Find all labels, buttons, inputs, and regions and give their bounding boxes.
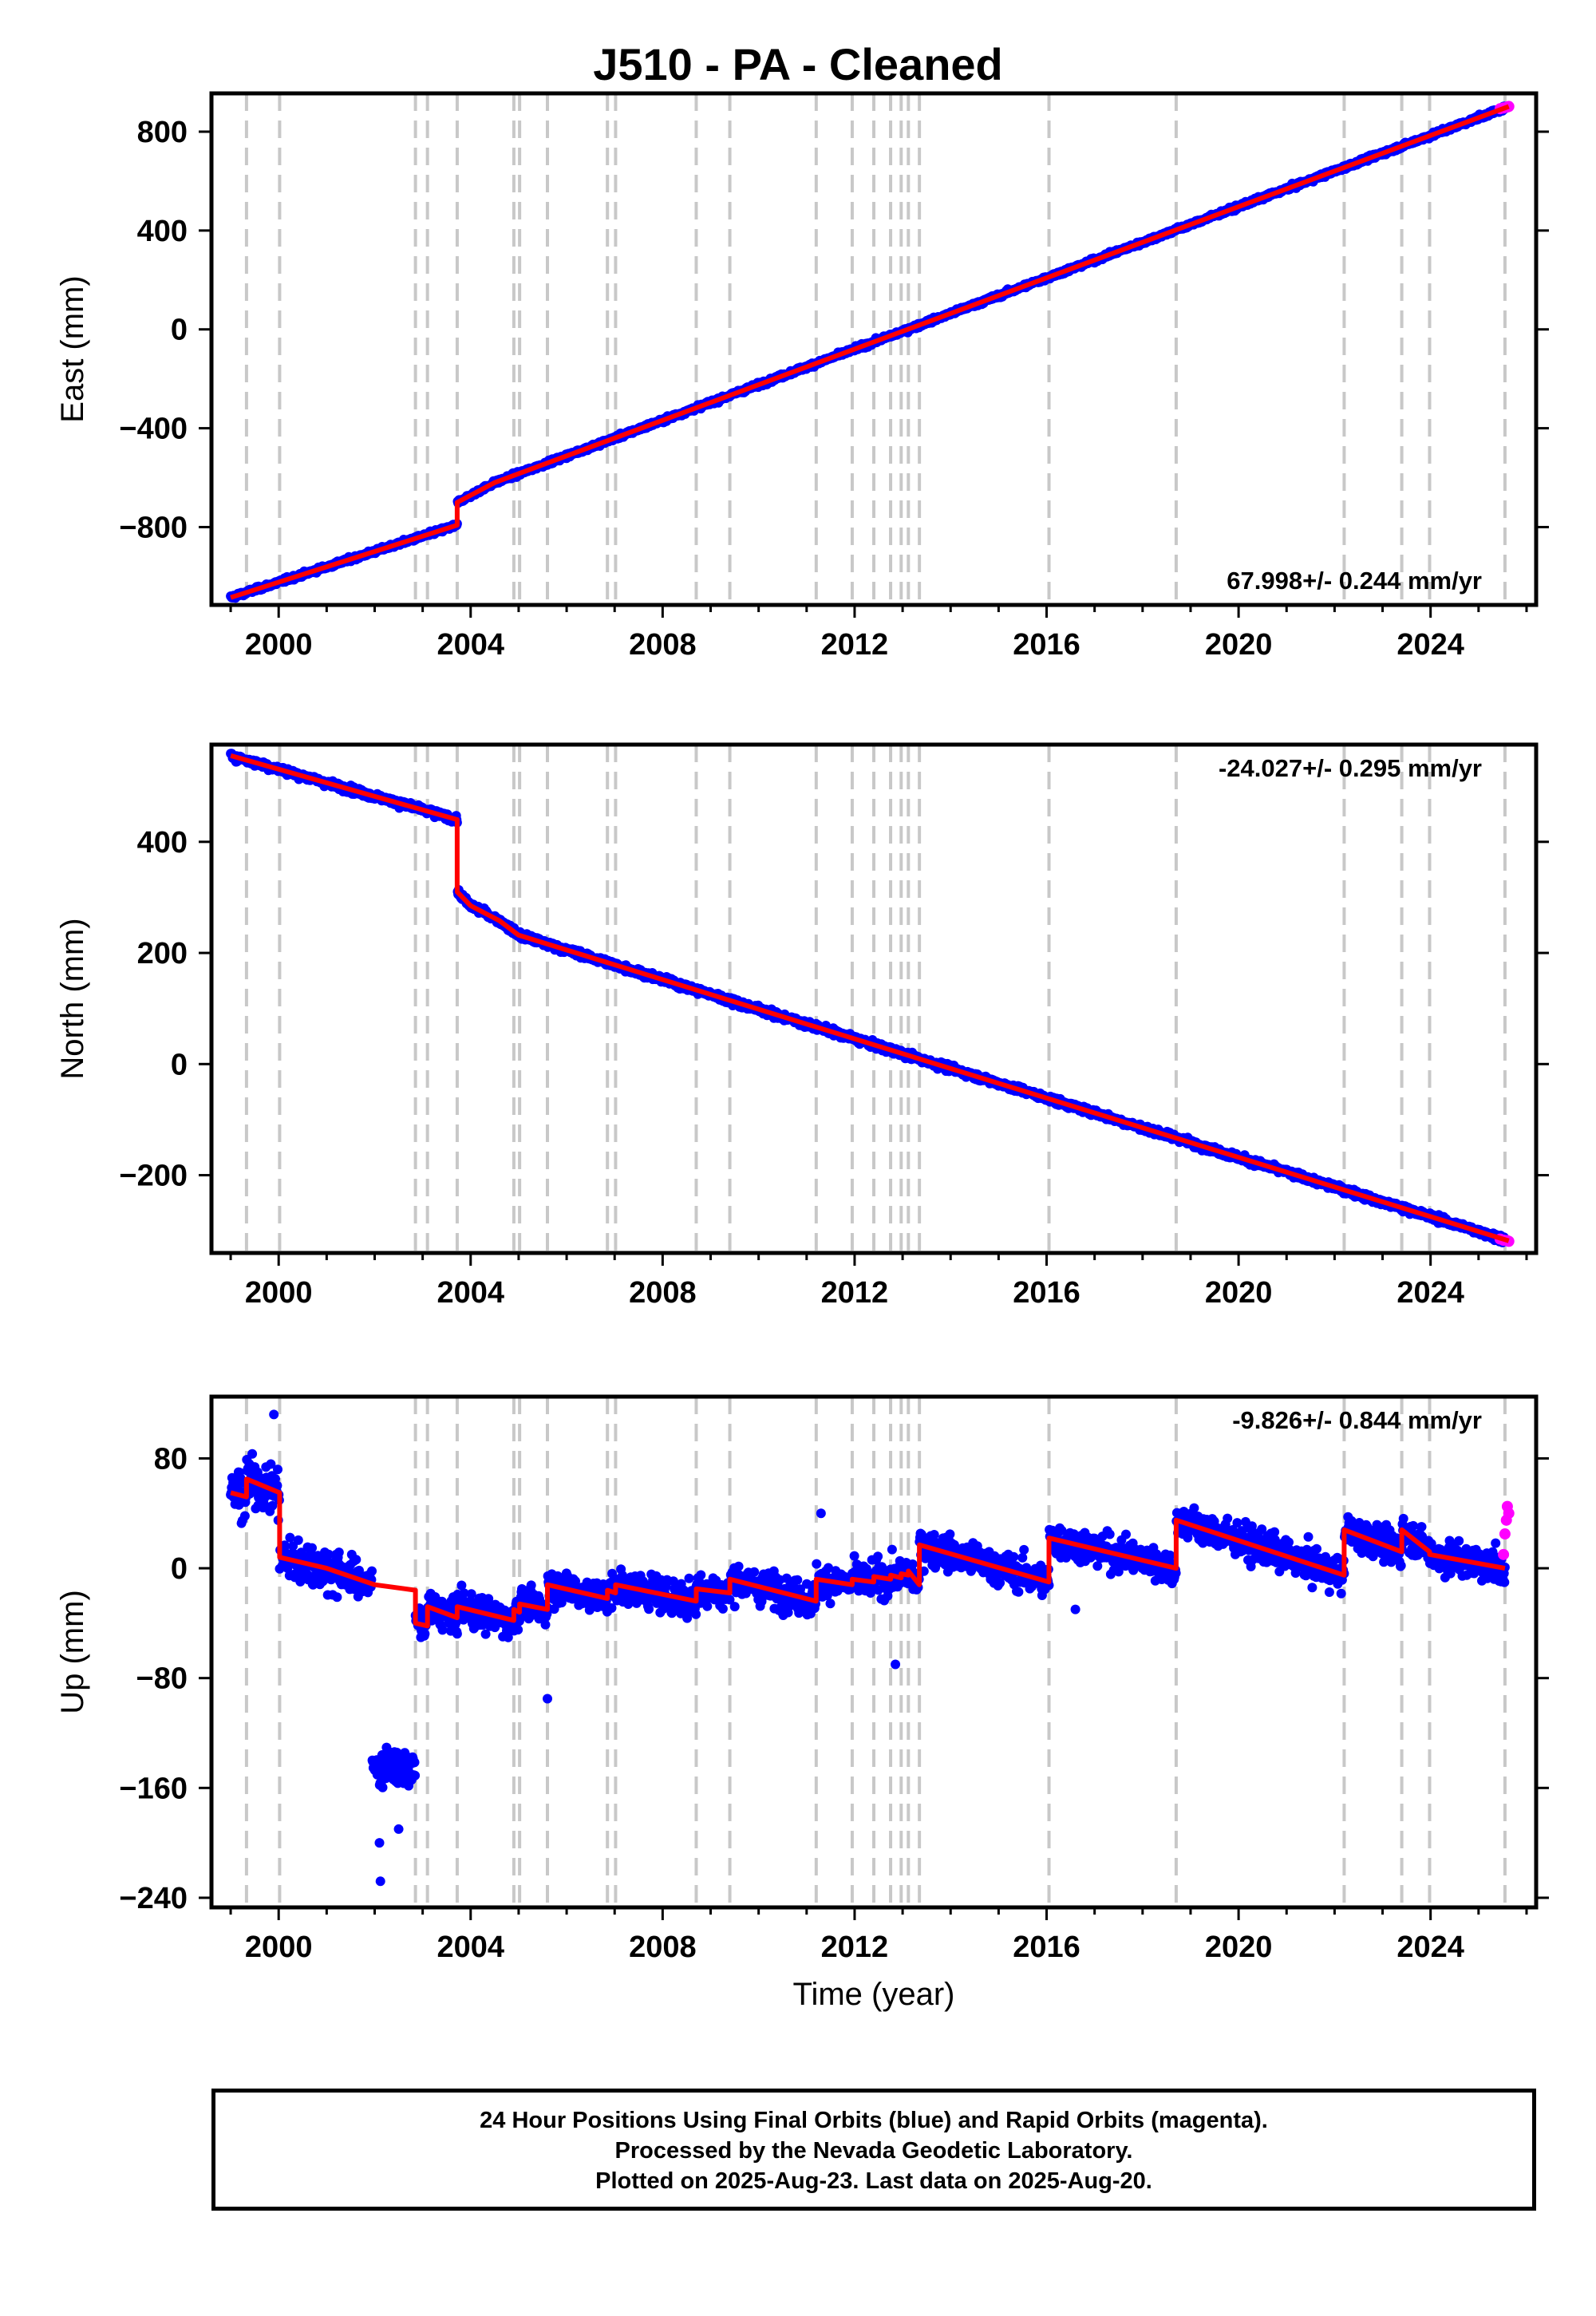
model-line [230, 104, 1510, 600]
y-tick-label: −400 [119, 413, 188, 446]
x-tick-label: 2020 [1205, 628, 1273, 662]
y-axis-label: East (mm) [55, 275, 90, 422]
y-tick-label: −800 [119, 511, 188, 544]
x-tick-label: 2004 [437, 628, 505, 662]
panel-north: 2000 2004 2008 2012 2016 2020 20244002000−200N… [55, 742, 1549, 1310]
y-tick-label: 0 [171, 314, 188, 347]
y-tick-label: 400 [137, 215, 188, 248]
final-orbit-points [226, 749, 1510, 1247]
rate-label: 67.998+/- 0.244 mm/yr [1227, 567, 1482, 595]
plot-frame [209, 91, 1539, 607]
x-tick-label: 2016 [1013, 628, 1080, 662]
x-tick-label: 2024 [1396, 628, 1464, 662]
plot-title: J510 - PA - Cleaned [593, 39, 1003, 89]
y-tick-label: 800 [137, 116, 188, 149]
x-tick-label: 2008 [629, 628, 697, 662]
x-tick-label: 2012 [821, 628, 889, 662]
x-tick-label: 2000 [245, 628, 313, 662]
panel-east: 2000 2004 2008 2012 2016 2020 2024 800 400 0 −400 −… [55, 91, 1549, 662]
